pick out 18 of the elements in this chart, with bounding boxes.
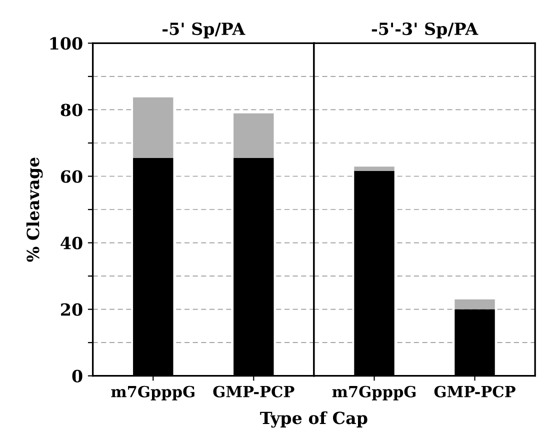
bar xyxy=(234,113,274,158)
y-axis-title: % Cleavage xyxy=(26,158,43,262)
bar xyxy=(354,166,394,171)
y-tick-label: 100 xyxy=(50,37,82,50)
y-tick-label: 60 xyxy=(60,170,82,183)
y-tick-label: 80 xyxy=(60,104,82,116)
y-tick-label: 0 xyxy=(72,370,82,382)
chart-title: -5'-3' Sp/PA xyxy=(372,22,478,38)
x-tick-label: GMP-PCP xyxy=(434,386,516,398)
y-tick-label: 20 xyxy=(61,303,82,316)
y-tick-label: 40 xyxy=(60,236,82,250)
bar xyxy=(454,299,495,310)
bar xyxy=(133,97,174,158)
x-tick-label: GMP-PCP xyxy=(213,386,294,398)
x-axis-title: Type of Cap xyxy=(260,411,368,428)
x-tick-label: m7GpppG xyxy=(111,386,194,400)
x-tick-label: m7GpppG xyxy=(332,386,416,400)
chart-title: -5' Sp/PA xyxy=(162,22,246,38)
